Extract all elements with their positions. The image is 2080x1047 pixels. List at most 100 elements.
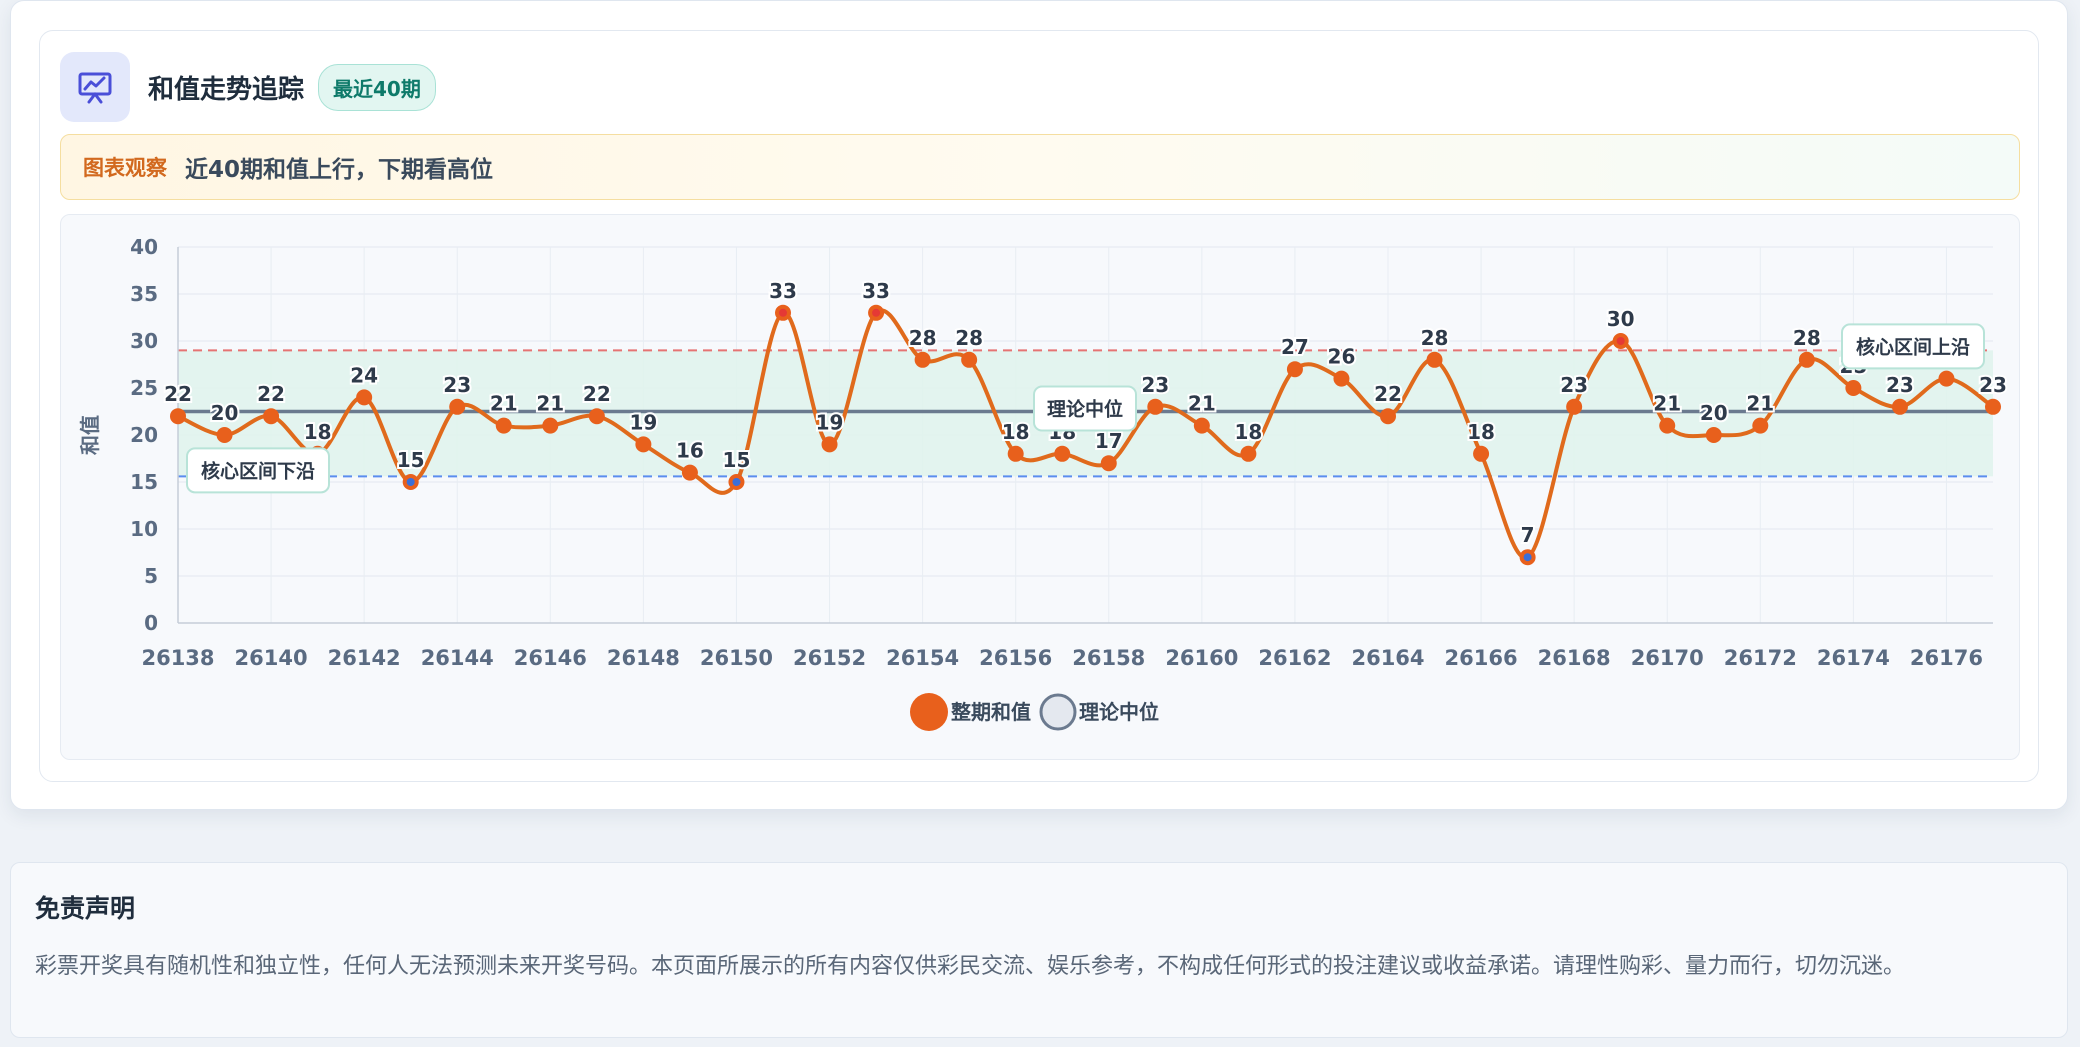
x-tick-label: 26144: [421, 646, 494, 670]
y-tick-label: 0: [144, 611, 158, 635]
data-point: [1705, 427, 1722, 443]
data-point: [1147, 398, 1164, 415]
data-label: 23: [1979, 373, 2007, 397]
y-axis-label: 和值: [78, 415, 102, 455]
low-marker: [1523, 553, 1532, 562]
data-label: 23: [443, 373, 471, 397]
high-marker: [1616, 337, 1625, 345]
data-point: [1938, 370, 1955, 387]
data-label: 27: [1281, 335, 1309, 359]
data-label: 22: [257, 382, 285, 406]
data-label: 20: [211, 401, 239, 425]
data-label: 15: [397, 448, 425, 472]
x-tick-label: 26174: [1817, 646, 1890, 670]
y-tick-label: 10: [130, 517, 158, 541]
data-point: [1566, 398, 1583, 415]
x-tick-label: 26140: [235, 646, 308, 670]
reference-label: 理论中位: [1047, 398, 1123, 421]
y-tick-label: 35: [130, 282, 158, 306]
data-point: [170, 408, 186, 425]
data-label: 21: [490, 392, 518, 416]
reference-label-box: [186, 447, 330, 494]
data-label: 21: [536, 392, 564, 416]
x-tick-label: 26166: [1445, 646, 1518, 670]
data-point: [1473, 445, 1490, 462]
insight-banner: 图表观察 近40期和值上行，下期看高位: [60, 134, 2020, 200]
data-point: [1286, 361, 1303, 378]
data-point: [1659, 417, 1676, 434]
x-tick-label: 26148: [607, 646, 680, 670]
x-tick-label: 26158: [1072, 646, 1145, 670]
chart-title: 和值走势追踪: [148, 74, 305, 105]
data-point: [1891, 398, 1908, 415]
data-label: 21: [1653, 392, 1681, 416]
x-tick-label: 26168: [1538, 646, 1611, 670]
high-marker: [779, 308, 787, 317]
y-tick-label: 15: [130, 470, 158, 494]
legend-median-icon: [1039, 693, 1077, 731]
x-tick-label: 26156: [979, 646, 1052, 670]
data-point: [1100, 455, 1117, 472]
high-marker: [872, 308, 881, 317]
disclaimer-title: 免责声明: [35, 894, 136, 923]
data-label: 22: [1374, 382, 1402, 406]
data-label: 21: [1188, 392, 1216, 416]
data-point: [495, 417, 512, 434]
insight-label: 图表观察: [83, 156, 167, 180]
reference-label: 核心区间下沿: [201, 459, 315, 482]
data-point: [1333, 370, 1350, 387]
x-tick-label: 26146: [514, 646, 587, 670]
period-badge: 最近40期: [318, 63, 436, 111]
data-point: [263, 408, 280, 425]
x-tick-label: 26152: [793, 646, 866, 670]
data-label: 22: [164, 382, 192, 406]
data-label: 33: [769, 279, 797, 303]
data-point: [1240, 445, 1257, 462]
x-tick-label: 26150: [700, 646, 773, 670]
x-tick-label: 26172: [1724, 646, 1797, 670]
data-label: 16: [676, 439, 704, 463]
x-tick-label: 26164: [1351, 646, 1424, 670]
data-label: 30: [1607, 307, 1635, 331]
low-marker: [406, 478, 415, 486]
data-label: 28: [909, 326, 937, 350]
data-point: [588, 408, 605, 425]
data-point: [681, 464, 698, 481]
data-label: 15: [723, 448, 751, 472]
data-point: [635, 436, 652, 453]
data-point: [1380, 408, 1396, 425]
data-label: 21: [1746, 392, 1774, 416]
y-tick-label: 25: [130, 376, 158, 400]
data-point: [1054, 445, 1071, 462]
data-point: [356, 389, 373, 406]
x-tick-label: 26176: [1910, 646, 1983, 670]
reference-label: 核心区间上沿: [1856, 335, 1970, 358]
data-label: 26: [1328, 345, 1356, 369]
data-label: 28: [1793, 326, 1821, 350]
disclaimer-text: 彩票开奖具有随机性和独立性，任何人无法预测未来开奖号码。本页面所展示的所有内容仅…: [35, 954, 1906, 979]
data-point: [542, 417, 559, 434]
sum-trend-chart: 0 5 10 15 20 25 30 35 40 和值 26138 26140 26142 26144 26…: [78, 235, 2009, 731]
low-marker: [732, 478, 741, 486]
data-label: 23: [1560, 373, 1588, 397]
data-label: 19: [629, 410, 657, 434]
data-label: 23: [1141, 373, 1169, 397]
data-label: 20: [1700, 401, 1728, 425]
chart-area: 0 5 10 15 20 25 30 35 40 和值 26138 26140 26142 26144 26…: [60, 214, 2020, 760]
y-tick-label: 40: [130, 235, 158, 259]
x-tick-label: 26170: [1631, 646, 1704, 670]
data-label: 7: [1521, 523, 1535, 547]
data-point: [1985, 398, 2001, 415]
data-label: 18: [1234, 420, 1262, 444]
presentation-chart-icon: [60, 52, 130, 122]
data-point: [216, 427, 233, 443]
data-point: [1752, 417, 1769, 434]
x-tick-label: 26162: [1258, 646, 1331, 670]
data-point: [449, 398, 466, 415]
y-tick-label: 5: [144, 564, 158, 588]
x-tick-label: 26154: [886, 646, 959, 670]
data-label: 17: [1095, 429, 1123, 453]
data-point: [961, 351, 978, 368]
data-label: 33: [862, 279, 890, 303]
x-tick-label: 26138: [141, 646, 214, 670]
